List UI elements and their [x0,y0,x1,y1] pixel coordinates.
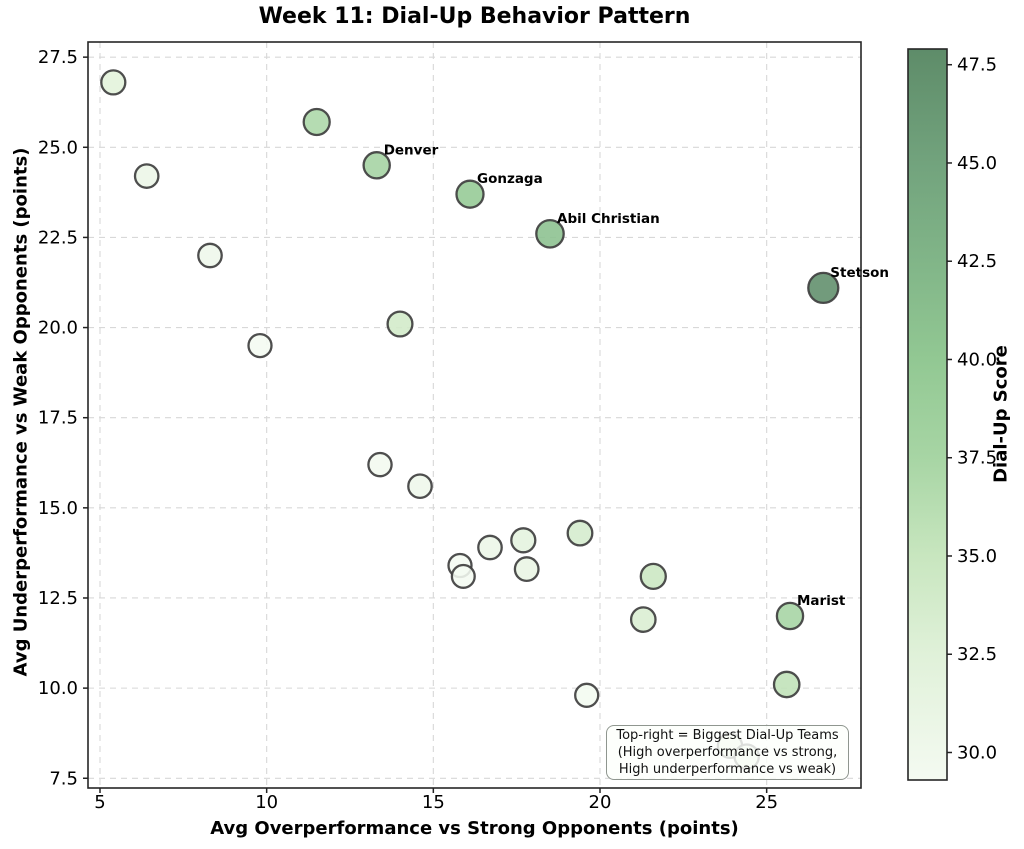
scatter-point [574,682,600,708]
scatter-point [510,527,537,554]
scatter-point [513,556,540,583]
scatter-point [639,562,667,591]
scatter-point [450,563,476,589]
scatter-point [629,606,657,633]
annotation-box: Top-right = Biggest Dial-Up Teams (High … [606,725,849,780]
colorbar-tick-label: 35.0 [957,546,997,567]
colorbar-tick-label: 37.5 [957,448,997,469]
y-tick-label: 25.0 [38,137,78,158]
scatter-point [477,534,503,561]
scatter-point [535,218,565,249]
y-tick-label: 7.5 [49,768,78,789]
colorbar-tick-label: 32.5 [957,644,997,665]
x-tick-label: 10 [255,792,278,813]
annotation-line: Top-right = Biggest Dial-Up Teams [616,728,839,743]
scatter-point [772,670,801,699]
scatter-point [133,163,160,189]
scatter-point [302,107,331,137]
scatter-point [362,151,391,180]
scatter-point [197,242,223,269]
colorbar-label: Dial-Up Score [990,345,1012,483]
y-tick-label: 12.5 [38,588,78,609]
chart-title: Week 11: Dial-Up Behavior Pattern [258,4,691,29]
scatter-point [455,179,485,209]
y-tick-label: 27.5 [38,47,78,68]
y-tick-label: 15.0 [38,498,78,519]
scatter-point [367,451,393,478]
scatter-point [247,332,273,359]
colorbar [908,49,947,780]
colorbar-border [907,48,948,781]
scatter-point [775,601,805,631]
scatter-point [100,69,127,96]
colorbar-tick-label: 45.0 [957,153,997,174]
point-label: Abil Christian [557,211,660,227]
point-label: Gonzaga [477,171,543,187]
x-axis-label: Avg Overperformance vs Strong Opponents … [210,818,739,839]
colorbar-tick-label: 40.0 [957,349,997,370]
point-label: Denver [384,142,439,158]
annotation-line: (High overperformance vs strong, [617,745,838,760]
scatter-point [566,519,594,547]
colorbar-tick-label: 30.0 [957,742,997,763]
y-axis-label: Avg Underperformance vs Weak Opponents (… [10,147,32,677]
y-tick-label: 10.0 [38,678,78,699]
annotation-line: High underperformance vs weak) [618,762,837,777]
point-label: Marist [797,593,846,609]
plot-border [87,41,862,789]
scatter-point [386,310,414,338]
point-label: Stetson [830,265,889,281]
x-tick-label: 20 [589,792,612,813]
y-tick-label: 22.5 [38,227,78,248]
colorbar-tick-label: 42.5 [957,251,997,272]
colorbar-tick-label: 47.5 [957,55,997,76]
scatter-point [407,473,433,500]
x-tick-label: 5 [94,792,105,813]
scatter-point [807,271,840,305]
x-tick-label: 25 [755,792,778,813]
y-tick-label: 20.0 [38,318,78,339]
x-tick-label: 15 [422,792,445,813]
y-tick-label: 17.5 [38,408,78,429]
